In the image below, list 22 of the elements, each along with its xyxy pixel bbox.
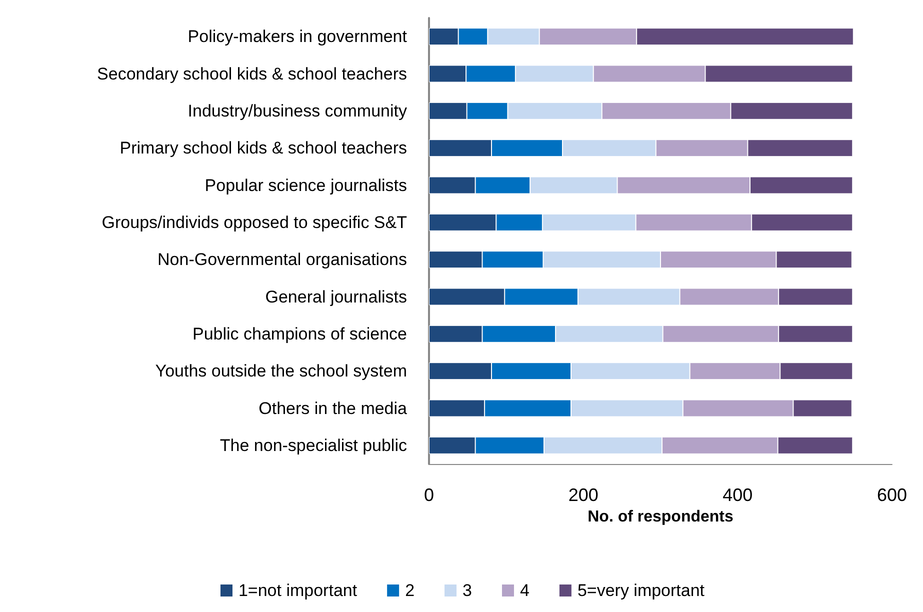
x-tick-label: 200 (568, 485, 598, 505)
y-tick-label: The non-specialist public (220, 436, 408, 455)
legend-label: 3 (462, 581, 472, 600)
x-tick-label: 0 (424, 485, 434, 505)
legend-label: 4 (520, 581, 530, 600)
y-tick-label: Secondary school kids & school teachers (97, 64, 407, 84)
legend-label: 5=very important (577, 581, 705, 600)
y-tick-label: Popular science journalists (204, 176, 407, 195)
y-tick-label: Non-Governmental organisations (158, 250, 407, 270)
y-tick-label: Groups/individs opposed to specific S&T (102, 212, 407, 232)
x-axis-title: No. of respondents (588, 508, 734, 526)
legend-label: 2 (405, 581, 415, 600)
legend-label: 1=not important (238, 581, 358, 600)
x-tick-label: 400 (722, 485, 753, 505)
y-tick-label: Primary school kids & school teachers (120, 138, 407, 158)
y-tick-label: Youths outside the school system (155, 362, 407, 381)
y-tick-label: Others in the media (258, 398, 408, 418)
y-tick-label: Public champions of science (192, 324, 407, 344)
y-tick-label: Industry/business community (188, 101, 408, 120)
y-tick-label: Policy-makers in government (188, 27, 408, 46)
y-tick-label: General journalists (265, 287, 407, 306)
x-tick-label: 600 (876, 485, 908, 505)
